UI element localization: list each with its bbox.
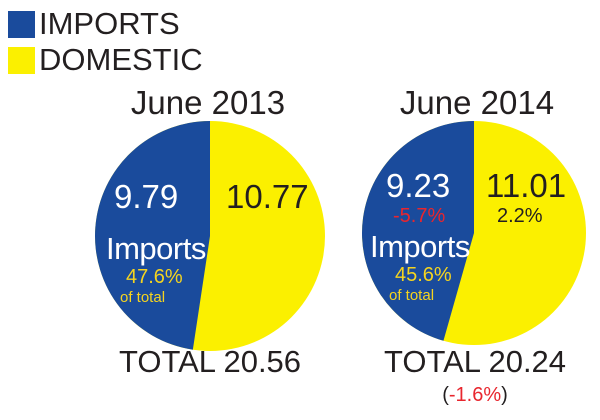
paren-close: ) <box>501 384 508 406</box>
domestic-value-2014: 11.01 <box>486 167 567 204</box>
imports-value-2013: 9.79 <box>114 178 179 215</box>
imports-change-2014: -5.7% <box>393 205 446 227</box>
legend-label-imports: IMPORTS <box>39 6 180 41</box>
legend-item-imports: IMPORTS <box>8 6 203 42</box>
of-total-2014: of total <box>389 287 435 304</box>
pie-slice-imports <box>361 121 474 341</box>
pie-chart-2013 <box>95 121 325 351</box>
legend: IMPORTS DOMESTIC <box>8 6 203 78</box>
imports-word-2013: Imports <box>106 231 206 266</box>
total-change-value-2014: -1.6% <box>448 384 502 406</box>
total-change-2014: (-1.6%) <box>345 384 600 407</box>
imports-share-2014: 45.6% <box>395 264 452 286</box>
of-total-2013: of total <box>120 289 166 306</box>
paren-open: ( <box>442 384 449 406</box>
legend-swatch-imports <box>8 10 35 38</box>
total-2013: TOTAL 20.56 <box>118 344 302 379</box>
chart-title-2014: June 2014 <box>399 84 555 121</box>
pie-slice-imports <box>95 121 210 350</box>
imports-word-2014: Imports <box>370 229 470 264</box>
domestic-value-2013: 10.77 <box>226 178 309 215</box>
imports-share-2013: 47.6% <box>126 266 183 288</box>
pie-chart-2014 <box>361 121 586 345</box>
legend-label-domestic: DOMESTIC <box>39 42 203 77</box>
domestic-change-2014: 2.2% <box>497 205 543 227</box>
legend-item-domestic: DOMESTIC <box>8 42 203 78</box>
legend-swatch-domestic <box>8 46 35 74</box>
imports-value-2014: 9.23 <box>386 167 451 204</box>
total-2014: TOTAL 20.24 <box>383 344 567 379</box>
chart-title-2013: June 2013 <box>130 84 286 121</box>
